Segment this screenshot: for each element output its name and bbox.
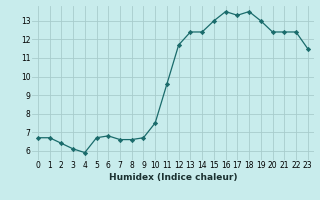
X-axis label: Humidex (Indice chaleur): Humidex (Indice chaleur) xyxy=(108,173,237,182)
